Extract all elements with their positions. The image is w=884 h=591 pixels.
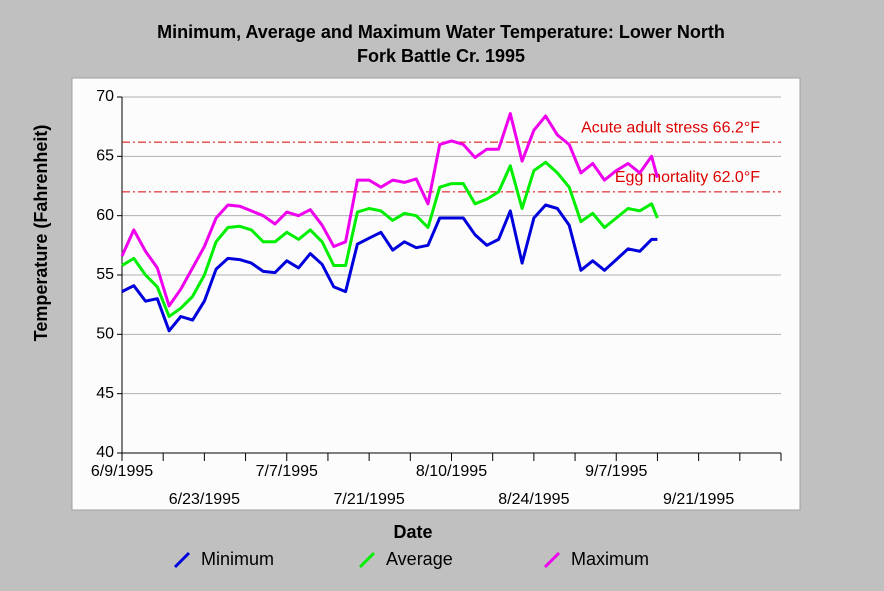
y-tick-label: 45 xyxy=(96,385,114,402)
x-tick-label: 8/24/1995 xyxy=(498,491,569,508)
legend-label: Average xyxy=(386,549,453,569)
y-tick-label: 65 xyxy=(96,148,114,165)
reference-label: Egg mortality 62.0°F xyxy=(615,169,760,186)
legend-label: Maximum xyxy=(571,549,649,569)
chart-title: Minimum, Average and Maximum Water Tempe… xyxy=(157,22,725,42)
y-tick-label: 40 xyxy=(96,444,114,461)
y-tick-label: 50 xyxy=(96,326,114,343)
y-tick-label: 60 xyxy=(96,207,114,224)
series-line xyxy=(121,203,658,333)
x-tick-label: 9/7/1995 xyxy=(585,463,647,480)
legend-swatch xyxy=(173,551,191,569)
reference-label: Acute adult stress 66.2°F xyxy=(581,119,760,136)
chart-title: Fork Battle Cr. 1995 xyxy=(357,46,525,66)
x-tick-label: 7/7/1995 xyxy=(256,463,318,480)
x-axis-label: Date xyxy=(393,522,432,542)
x-tick-label: 7/21/1995 xyxy=(334,491,405,508)
x-tick-label: 9/21/1995 xyxy=(663,491,734,508)
legend-swatch xyxy=(543,551,561,569)
series-line xyxy=(121,160,659,318)
legend-label: Minimum xyxy=(201,549,274,569)
y-tick-label: 55 xyxy=(96,266,114,283)
x-tick-label: 6/9/1995 xyxy=(91,463,153,480)
x-tick-label: 6/23/1995 xyxy=(169,491,240,508)
series-line xyxy=(120,112,659,308)
y-tick-label: 70 xyxy=(96,88,114,105)
x-tick-label: 8/10/1995 xyxy=(416,463,487,480)
legend-swatch xyxy=(358,551,376,569)
plot-panel xyxy=(71,77,801,511)
y-axis-label: Temperature (Fahrenheit) xyxy=(31,125,51,342)
